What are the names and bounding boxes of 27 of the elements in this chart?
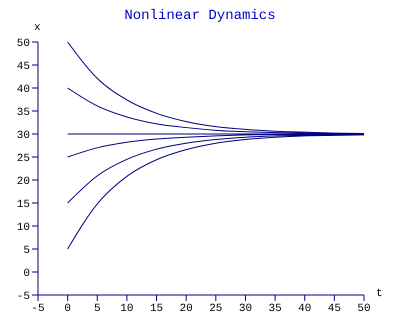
y-tick-label: 5 [23, 244, 30, 257]
x-tick-label: 5 [94, 302, 101, 315]
y-tick-label: 45 [16, 60, 30, 73]
x-tick-label: 30 [238, 302, 252, 315]
y-tick-label: 25 [16, 152, 30, 165]
chart-title: Nonlinear Dynamics [124, 8, 276, 24]
y-tick-label: 35 [16, 106, 30, 119]
x-tick-label: 45 [328, 302, 341, 315]
y-tick-label: 20 [16, 176, 30, 188]
x-tick-label: 25 [209, 302, 222, 315]
x-tick-label: 15 [150, 302, 164, 315]
y-axis-title: x [34, 22, 41, 34]
x-tick-label: 50 [357, 302, 371, 315]
y-tick-label: 10 [16, 222, 30, 234]
x-tick-label: 0 [64, 302, 71, 315]
y-tick-label: 30 [16, 130, 30, 142]
y-tick-label: 40 [16, 84, 30, 96]
y-tick-label: 15 [16, 198, 30, 211]
x-tick-label: 10 [120, 302, 134, 315]
x-axis-title: t [376, 288, 383, 300]
y-tick-label: 50 [16, 38, 30, 50]
x-tick-label: 40 [298, 302, 312, 315]
y-tick-label: -5 [16, 290, 30, 303]
y-tick-label: 0 [23, 268, 30, 280]
x-tick-label: 35 [268, 302, 282, 315]
x-tick-label: 20 [180, 302, 193, 315]
x-tick-label: -5 [31, 302, 45, 315]
